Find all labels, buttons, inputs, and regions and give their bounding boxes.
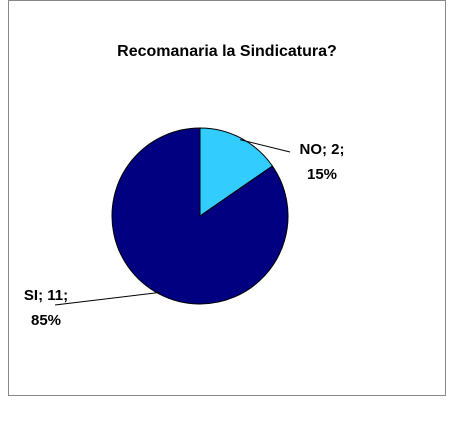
leader-line [54,291,160,306]
data-label: SI; 11; [24,287,68,304]
chart-title: Recomanaria la Sindicatura? [117,43,337,60]
pie-slice [199,127,274,217]
pie-slice [111,127,289,305]
data-label: 15% [307,166,337,183]
data-label: NO; 2; [300,141,345,158]
leader-line [239,139,291,153]
data-label: 85% [31,312,61,329]
